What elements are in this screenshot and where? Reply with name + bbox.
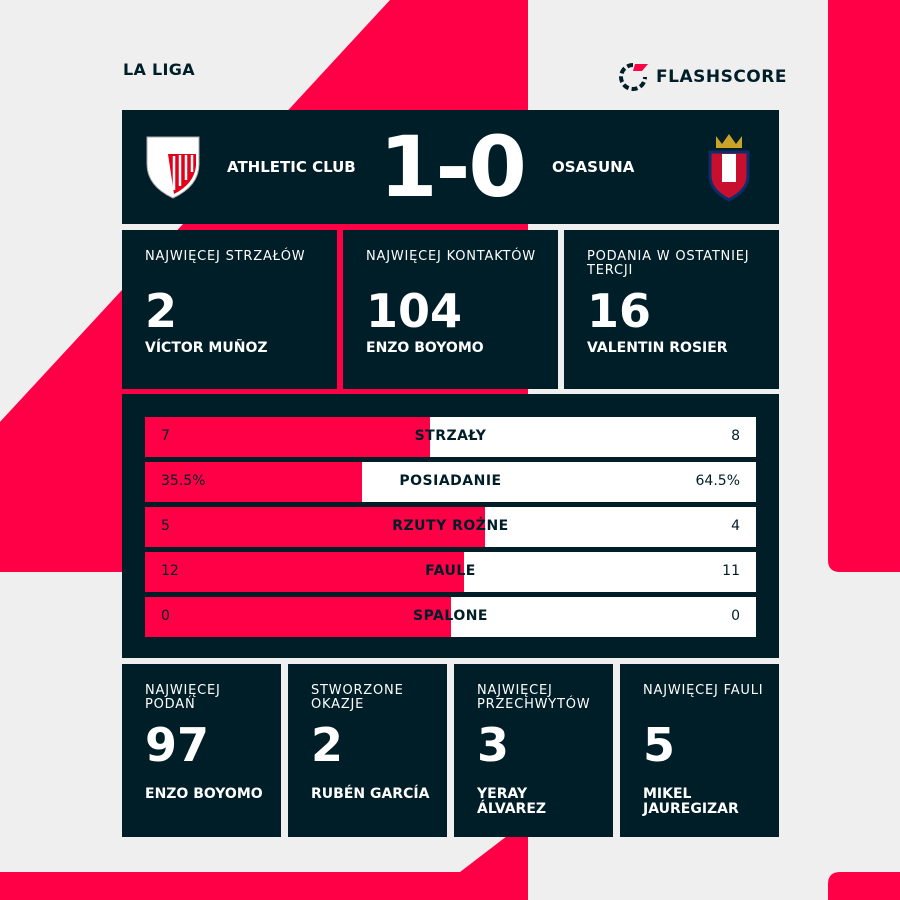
bottom-stat-card: NAJWIĘCEJ FAULI 5 MIKEL JAUREGIZAR: [620, 664, 779, 837]
card-player: VALENTIN ROSIER: [587, 340, 728, 356]
home-value: 5: [161, 518, 170, 534]
home-share-bar: [145, 552, 464, 592]
osasuna-crest-icon: [708, 134, 750, 202]
stat-label: STRZAŁY: [414, 428, 487, 444]
away-value: 11: [722, 563, 740, 579]
card-value: 3: [477, 718, 510, 772]
card-player: MIKEL JAUREGIZAR: [643, 786, 739, 817]
home-share-bar: [145, 417, 431, 457]
stat-row: 0 SPALONE 0: [145, 597, 756, 637]
home-share-bar: [145, 462, 362, 502]
home-value: 12: [161, 563, 179, 579]
bottom-stat-card: STWORZONE OKAZJE 2 RUBÉN GARCÍA: [288, 664, 447, 837]
card-label: NAJWIĘCEJ STRZAŁÓW: [145, 249, 306, 264]
away-value: 64.5%: [695, 473, 740, 489]
stat-row: 7 STRZAŁY 8: [145, 417, 756, 457]
scoreboard: ATHLETIC CLUB 1-0 OSASUNA: [122, 110, 779, 224]
stat-label: FAULE: [425, 563, 476, 579]
flashscore-logo: FLASHSCORE: [618, 62, 787, 92]
stat-label: SPALONE: [413, 608, 488, 624]
match-score: 1-0: [379, 118, 527, 216]
card-player: RUBÉN GARCÍA: [311, 786, 430, 802]
home-team-name: ATHLETIC CLUB: [227, 158, 356, 176]
stat-row: 35.5% POSIADANIE 64.5%: [145, 462, 756, 502]
card-player: ENZO BOYOMO: [366, 340, 484, 356]
stat-label: POSIADANIE: [399, 473, 502, 489]
home-value: 35.5%: [161, 473, 206, 489]
stat-row: 5 RZUTY ROŻNE 4: [145, 507, 756, 547]
card-label: NAJWIĘCEJ PODAŃ: [145, 683, 221, 712]
card-label: NAJWIĘCEJ PRZECHWYTÓW: [477, 683, 591, 712]
flashscore-wordmark: FLASHSCORE: [656, 67, 787, 87]
bottom-stat-card: NAJWIĘCEJ PODAŃ 97 ENZO BOYOMO: [122, 664, 281, 837]
card-label: NAJWIĘCEJ FAULI: [643, 683, 764, 698]
bottom-stat-card: NAJWIĘCEJ PRZECHWYTÓW 3 YERAY ÁLVAREZ: [454, 664, 613, 837]
flashscore-logo-icon: [619, 63, 648, 91]
home-value: 0: [161, 608, 170, 624]
card-player: ENZO BOYOMO: [145, 786, 263, 802]
card-value: 2: [145, 284, 178, 338]
card-player: YERAY ÁLVAREZ: [477, 786, 547, 817]
stat-row: 12 FAULE 11: [145, 552, 756, 592]
home-value: 7: [161, 428, 170, 444]
card-label: NAJWIĘCEJ KONTAKTÓW: [366, 249, 536, 264]
top-stat-card: PODANIA W OSTATNIEJ TERCJI 16 VALENTIN ROS…: [564, 230, 779, 389]
card-value: 16: [587, 284, 652, 338]
away-team-name: OSASUNA: [552, 158, 635, 176]
athletic-club-crest-icon: [146, 136, 200, 199]
card-label: STWORZONE OKAZJE: [311, 683, 404, 712]
card-value: 5: [643, 718, 676, 772]
card-label: PODANIA W OSTATNIEJ TERCJI: [587, 249, 750, 278]
card-value: 104: [366, 284, 463, 338]
away-value: 4: [731, 518, 740, 534]
home-share-bar: [145, 597, 451, 637]
card-value: 97: [145, 718, 210, 772]
top-stat-card: NAJWIĘCEJ KONTAKTÓW 104 ENZO BOYOMO: [343, 230, 558, 389]
home-share-bar: [145, 507, 485, 547]
away-value: 8: [731, 428, 740, 444]
top-stat-card: NAJWIĘCEJ STRZAŁÓW 2 VÍCTOR MUÑOZ: [122, 230, 337, 389]
league-title: LA LIGA: [123, 60, 195, 79]
card-value: 2: [311, 718, 344, 772]
stats-comparison: 7 STRZAŁY 8 35.5% POSIADANIE 64.5% 5 RZUTY ROŻN…: [122, 394, 779, 658]
stat-label: RZUTY ROŻNE: [392, 518, 509, 534]
card-player: VÍCTOR MUÑOZ: [145, 340, 268, 356]
away-value: 0: [731, 608, 740, 624]
